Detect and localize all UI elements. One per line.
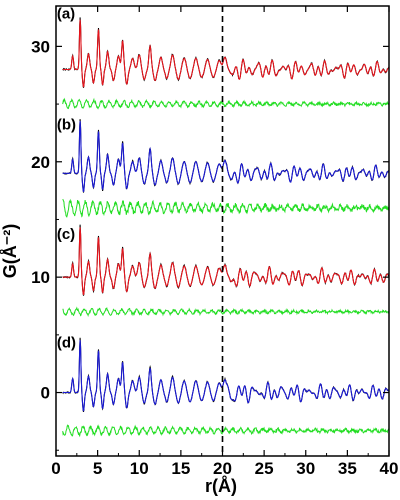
x-tick-label-2: 10 — [130, 459, 149, 478]
difference-curve-0 — [62, 97, 390, 110]
difference-curve-3 — [62, 424, 390, 438]
fit-curve-1 — [62, 120, 390, 193]
panel-label-3: (d) — [57, 335, 76, 352]
x-tick-label-6: 30 — [296, 459, 315, 478]
plot-area: (a) (b) (c) (d) — [57, 6, 390, 456]
fit-curve-0 — [62, 19, 390, 88]
x-tick-label-1: 5 — [93, 459, 102, 478]
x-tick-label-8: 40 — [380, 459, 399, 478]
y-axis-title: G(Å⁻²) — [0, 224, 20, 278]
fit-curve-2 — [62, 227, 389, 296]
x-tick-label-4: 20 — [213, 459, 232, 478]
observed-curve-3 — [62, 337, 390, 413]
y-tick-label-1: 10 — [31, 268, 50, 287]
x-axis-title: r(Å) — [205, 476, 237, 496]
y-tick-label-3: 30 — [31, 37, 50, 56]
axes: 0 5 10 15 20 25 30 35 40 0 10 20 30 — [31, 5, 399, 478]
x-tick-label-7: 35 — [338, 459, 357, 478]
y-tick-label-0: 0 — [41, 384, 50, 403]
x-tick-label-5: 25 — [255, 459, 274, 478]
observed-curve-2 — [62, 224, 390, 296]
observed-curve-0 — [62, 17, 390, 88]
x-tick-label-3: 15 — [171, 459, 190, 478]
panel-label-0: (a) — [57, 6, 75, 23]
observed-curve-1 — [62, 119, 390, 193]
x-tick-label-0: 0 — [51, 459, 60, 478]
difference-curve-2 — [62, 306, 390, 317]
panel-label-1: (b) — [57, 116, 76, 133]
panel-label-2: (c) — [57, 226, 75, 243]
y-tick-label-2: 20 — [31, 153, 50, 172]
fit-curve-3 — [62, 340, 389, 412]
difference-curve-1 — [62, 198, 390, 218]
